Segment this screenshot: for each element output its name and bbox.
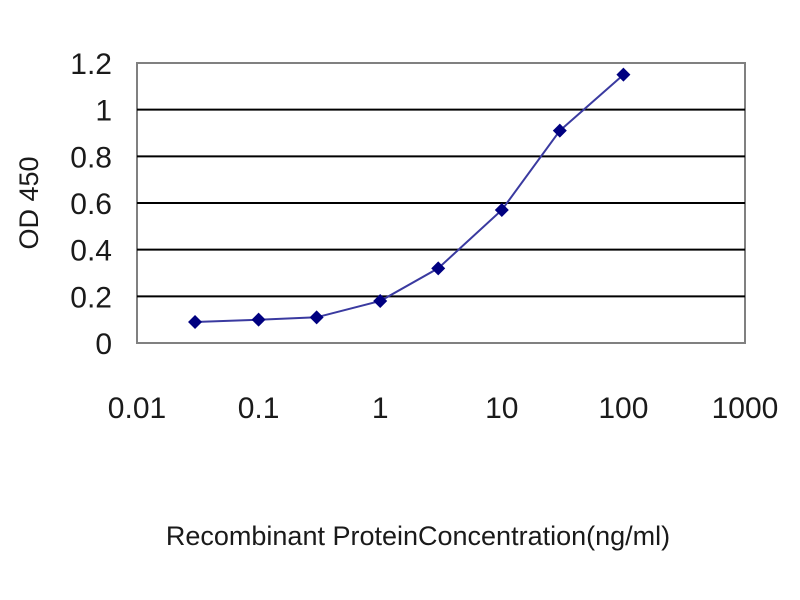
x-axis-title: Recombinant ProteinConcentration(ng/ml) [166,521,670,551]
x-tick-label: 0.01 [108,392,166,425]
y-axis-title: OD 450 [14,156,44,249]
y-tick-label: 0.4 [70,235,112,268]
x-tick-label: 1000 [712,392,779,425]
y-tick-labels: 0 0.2 0.4 0.6 0.8 1 1.2 [70,48,112,361]
y-tick-label: 1 [95,95,112,128]
data-point-marker [373,294,388,308]
y-tick-label: 0 [95,328,112,361]
x-tick-labels: 0.01 0.1 1 10 100 1000 [108,392,779,425]
y-tick-label: 0.6 [70,188,112,221]
x-tick-label: 0.1 [238,392,280,425]
data-point-marker [188,315,203,329]
y-tick-label: 1.2 [70,48,112,81]
data-point-marker [494,203,509,217]
y-tick-label: 0.2 [70,281,112,314]
series-line [194,73,625,323]
data-point-marker [309,310,324,325]
data-point-marker [251,312,266,327]
data-point-marker [616,67,631,82]
y-tick-label: 0.8 [70,141,112,174]
data-point-marker [552,123,567,138]
x-tick-label: 100 [598,392,648,425]
x-tick-label: 1 [372,392,389,425]
data-point-marker [431,261,446,276]
grid-lines [137,108,745,298]
x-tick-label: 10 [485,392,518,425]
data-points [188,67,631,329]
